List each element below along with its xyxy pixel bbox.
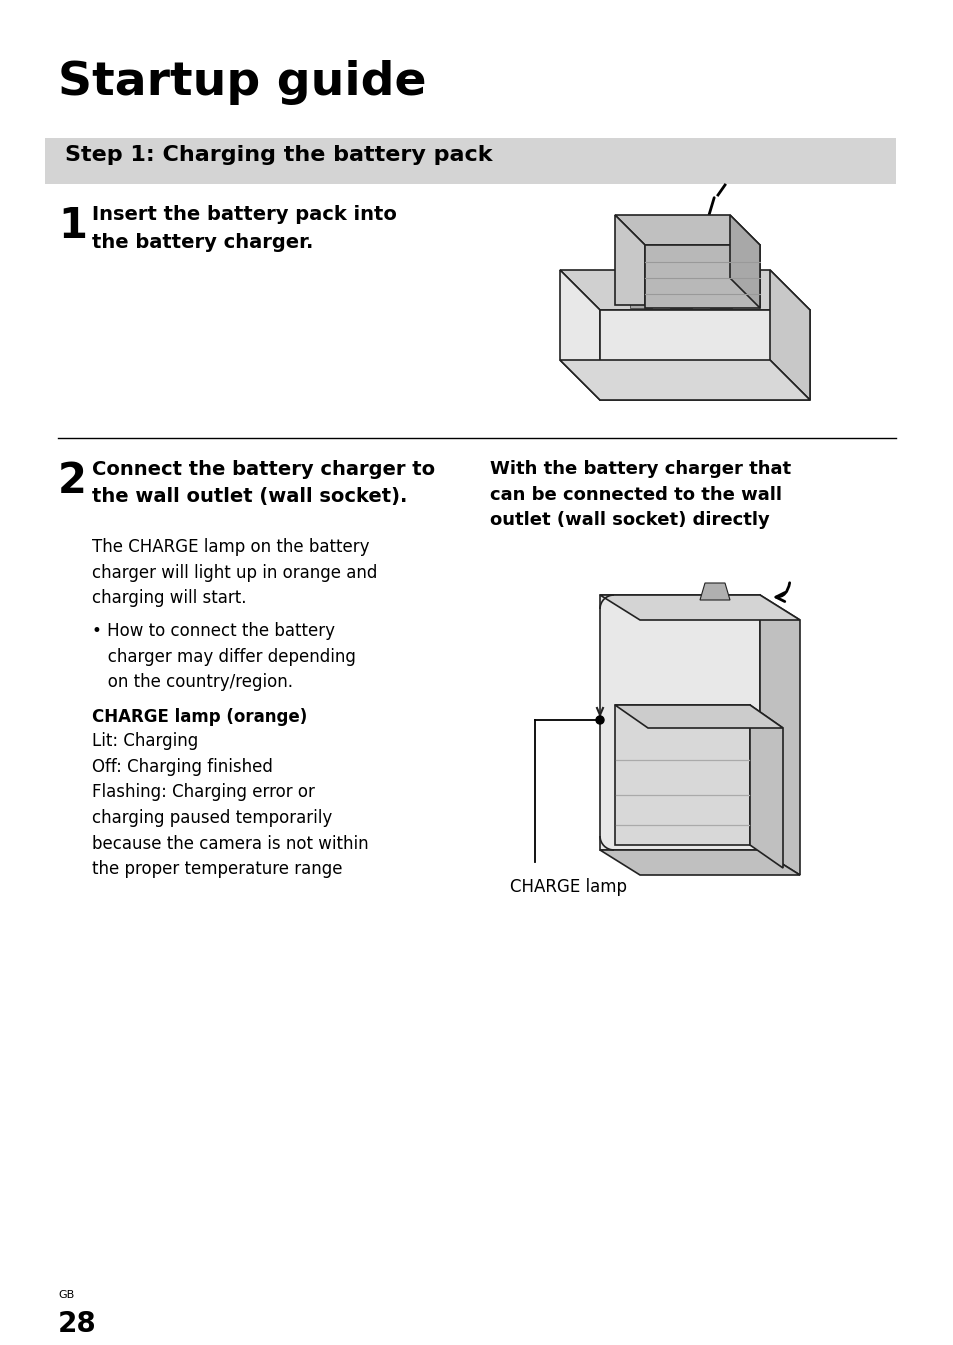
- Text: 2: 2: [58, 460, 87, 502]
- Bar: [709, 300, 731, 308]
- Polygon shape: [559, 270, 809, 309]
- Bar: [45, 139, 895, 184]
- Polygon shape: [559, 270, 599, 399]
- Text: Connect the battery charger to
the wall outlet (wall socket).: Connect the battery charger to the wall …: [91, 460, 435, 506]
- Polygon shape: [559, 360, 809, 399]
- Polygon shape: [599, 594, 760, 850]
- Polygon shape: [599, 850, 800, 876]
- Polygon shape: [615, 215, 644, 305]
- Text: 1: 1: [58, 204, 87, 247]
- Text: The CHARGE lamp on the battery
charger will light up in orange and
charging will: The CHARGE lamp on the battery charger w…: [91, 538, 377, 608]
- Text: CHARGE lamp: CHARGE lamp: [510, 878, 626, 896]
- Polygon shape: [615, 215, 760, 245]
- Polygon shape: [599, 594, 800, 620]
- Polygon shape: [615, 705, 782, 728]
- Bar: [629, 300, 651, 308]
- Text: Startup guide: Startup guide: [58, 61, 426, 105]
- Text: • How to connect the battery
   charger may differ depending
   on the country/r: • How to connect the battery charger may…: [91, 621, 355, 691]
- Text: CHARGE lamp (orange): CHARGE lamp (orange): [91, 707, 307, 726]
- Bar: [669, 300, 691, 308]
- Text: Insert the battery pack into
the battery charger.: Insert the battery pack into the battery…: [91, 204, 396, 252]
- Text: 28: 28: [58, 1310, 96, 1338]
- Polygon shape: [700, 582, 729, 600]
- Text: With the battery charger that
can be connected to the wall
outlet (wall socket) : With the battery charger that can be con…: [490, 460, 790, 530]
- Circle shape: [596, 716, 603, 724]
- Polygon shape: [749, 705, 782, 868]
- Polygon shape: [729, 215, 760, 308]
- Polygon shape: [769, 270, 809, 399]
- Polygon shape: [615, 705, 749, 845]
- Text: GB: GB: [58, 1290, 74, 1301]
- Polygon shape: [599, 309, 809, 399]
- Polygon shape: [644, 245, 760, 308]
- Text: Step 1: Charging the battery pack: Step 1: Charging the battery pack: [65, 145, 492, 165]
- Text: Lit: Charging
Off: Charging finished
Flashing: Charging error or
charging paused: Lit: Charging Off: Charging finished Fla…: [91, 732, 368, 878]
- Polygon shape: [760, 594, 800, 876]
